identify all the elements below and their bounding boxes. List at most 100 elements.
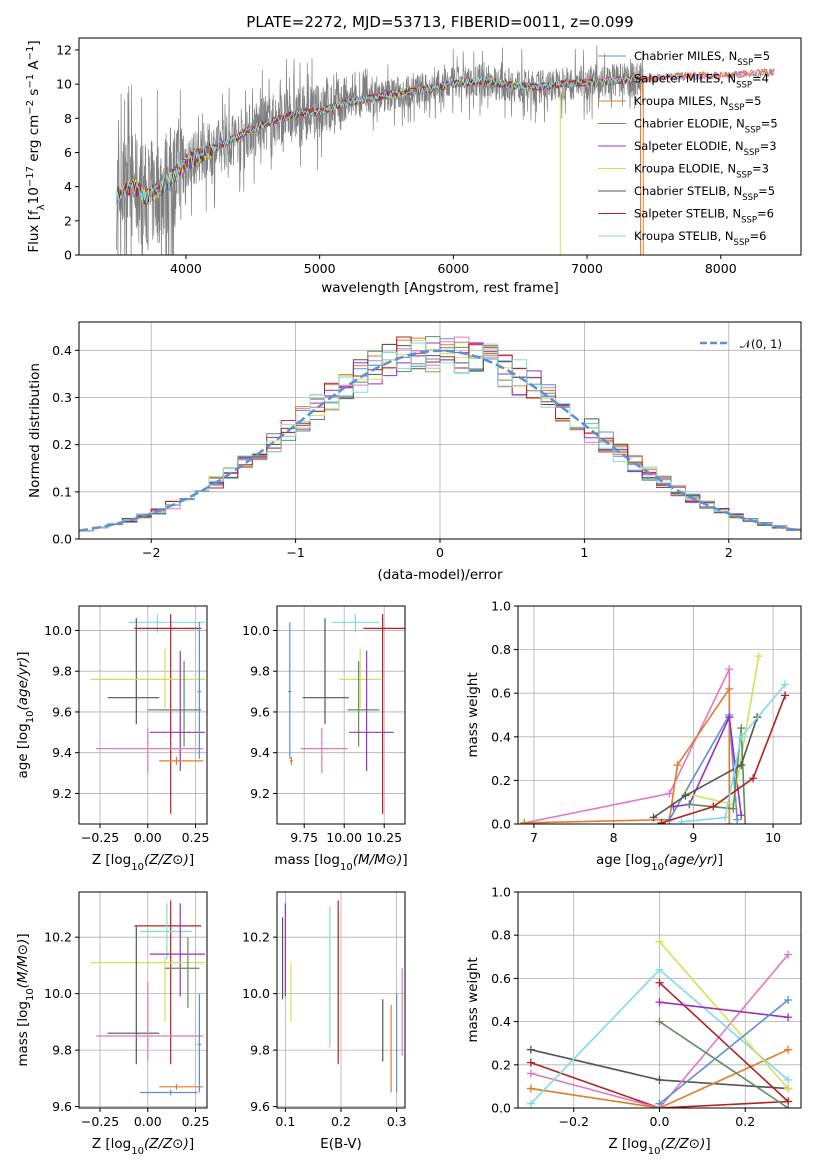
spectrum-plot-area [115,45,775,255]
x-tick-label: 1 [580,545,588,560]
plus-marker [526,1084,535,1093]
y-tick-label: 9.4 [250,745,270,760]
y-tick-label: 0.4 [491,1014,511,1029]
y-tick-label: 0.0 [52,532,72,547]
plus-marker [784,996,793,1004]
x-tick-label: 0 [436,545,444,560]
plus-marker [673,761,682,770]
y-tick-label: 0.2 [491,1057,511,1072]
x-tick-label: 0.0 [650,1114,670,1129]
x-tick-label: 7 [530,830,538,845]
y-tick-label: 2 [64,213,72,228]
legend-label: Salpeter ELODIE, NSSP=3 [634,139,777,158]
y-tick-label: 0.6 [491,686,511,701]
plus-marker [784,1104,793,1108]
series-line [524,686,731,824]
y-tick-label: 0.3 [52,390,72,405]
plus-marker [526,1069,535,1078]
plus-marker [729,804,738,813]
plus-marker [784,950,793,959]
y-tick-label: 0.4 [491,729,511,744]
plus-marker [737,761,746,770]
plus-marker [784,1045,793,1054]
plus-marker [709,802,718,811]
massweight-vs-Z-panel: −0.2 0.0 0.2 0.0 0.2 0.4 0.6 0.8 1.0 Z [log10(Z/Z… [465,885,802,1157]
plus-marker [655,965,664,974]
y-tick-label: 9.8 [52,1043,72,1058]
y-tick-label: 10.0 [44,623,72,638]
y-tick-label: 10.0 [242,986,270,1001]
x-tick-label: 10.25 [366,830,402,845]
x-tick-label: 0.25 [182,1114,210,1129]
mass-vs-ebv-panel: 0.1 0.2 0.3 9.6 9.8 10.0 10.2 E(B-V) [242,891,407,1152]
axes-frame [276,605,406,825]
plus-marker [655,1099,664,1108]
x-tick-label: 0.1 [275,1114,295,1129]
legend-label: Kroupa STELIB, NSSP=6 [634,229,766,248]
plot-area [90,900,206,1096]
plot-area [281,900,403,1093]
axes-frame [517,605,802,825]
plus-marker [649,813,658,822]
plus-marker [655,998,664,1007]
x-tick-label: 0.00 [134,830,162,845]
mass-vs-Z-panel: −0.25 0.00 0.25 9.6 9.8 10.0 10.2 Z [log10(Z/Z⊙… [15,891,210,1157]
y-tick-label: 0.0 [491,817,511,832]
legend-label: Chabrier MILES, NSSP=5 [634,49,770,68]
series-line [658,941,789,1090]
plus-marker [725,684,734,693]
age-vs-Z-panel: −0.25 0.00 0.25 9.2 9.4 9.6 9.8 10.0 Z [log10(Z/… [15,605,209,873]
model-spectrum-kroupa-stelib [115,75,644,204]
plus-marker [737,732,746,741]
y-tick-label: 10.0 [44,986,72,1001]
plus-marker [784,1075,793,1084]
y-tick-label: 9.6 [250,1099,270,1114]
series-line [658,999,789,1105]
ylabel: age [log10(age/yr)] [15,651,36,778]
plus-marker [526,1045,535,1054]
plus-marker [655,1075,664,1084]
x-tick-label: 9 [689,830,697,845]
y-tick-label: 0.4 [52,343,72,358]
xlabel: mass [log10(M/M⊙)] [274,852,407,873]
spectrum-xlabel: wavelength [Angstrom, rest frame] [321,280,559,296]
series-line [668,712,738,820]
gaussian-curve [79,349,801,532]
observed-spectrum [116,45,644,255]
plus-marker [781,691,790,700]
y-tick-label: 9.2 [52,786,72,801]
y-tick-label: 8 [64,111,72,126]
x-tick-label: 0.3 [387,1114,407,1129]
plus-marker [721,813,730,822]
plus-marker [737,724,746,733]
residuals-panel: −2 −1 0 1 2 0.0 0.1 0.2 0.3 0.4 (data-model)/error… [27,321,802,583]
ylabel: mass weight [465,957,481,1042]
xlabel: age [log10(age/yr)] [596,852,723,873]
plus-marker [733,815,742,824]
x-tick-label: 9.75 [290,830,318,845]
y-tick-label: 12 [56,42,72,57]
series-line [530,1061,789,1108]
plot-area [520,652,790,824]
plus-marker [681,791,690,800]
x-tick-label: −0.25 [81,1114,119,1129]
plus-marker [677,817,686,824]
x-tick-label: 5000 [304,261,336,276]
residuals-plot-area [79,336,801,532]
xlabel: Z [log10(Z/Z⊙)] [92,1136,194,1157]
y-tick-label: 10.2 [44,930,72,945]
plus-marker [741,820,750,824]
plus-marker [665,789,674,798]
legend-label: Salpeter MILES, NSSP=4 [634,72,769,91]
plus-marker [655,978,664,987]
legend-label: Kroupa MILES, NSSP=5 [634,94,761,113]
xlabel: Z [log10(Z/Z⊙)] [608,1136,710,1157]
y-tick-label: 10.2 [242,930,270,945]
y-tick-label: 9.8 [250,664,270,679]
series-line [659,1020,789,1108]
y-tick-label: 0 [64,248,72,263]
plus-marker [655,1017,664,1026]
legend-label: 𝒩(0, 1) [740,337,782,351]
series-line [524,668,731,824]
